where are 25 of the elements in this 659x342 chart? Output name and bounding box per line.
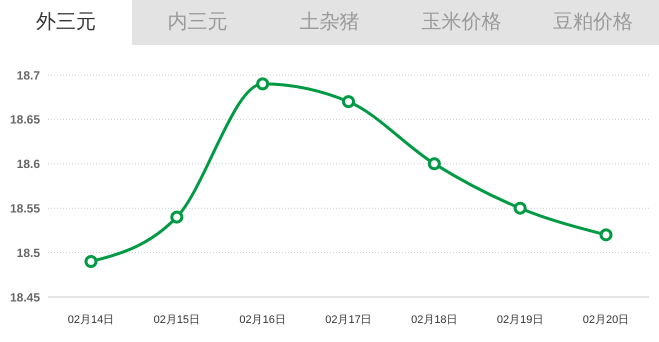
x-tick-label: 02月18日 <box>411 314 458 326</box>
x-tick-label: 02月20日 <box>582 314 630 326</box>
x-tick-label: 02月14日 <box>68 314 114 326</box>
point <box>256 77 270 90</box>
chart-title: 外三元 <box>0 0 132 45</box>
y-tick-label: 18.55 <box>10 201 40 216</box>
text: 豆粕价格 <box>527 0 659 45</box>
x-tick-label: 02月15日 <box>154 314 200 326</box>
y-tick-label: 18.6 <box>16 157 40 172</box>
text: 玉米价格 <box>395 0 528 45</box>
point <box>428 157 441 170</box>
text: 土杂猪 <box>264 0 396 45</box>
y-tick-label: 18.45 <box>10 290 40 304</box>
point <box>170 210 184 224</box>
y-tick-label: 18.5 <box>16 246 40 260</box>
point <box>342 95 355 108</box>
x-tick-label: 02月16日 <box>239 314 286 326</box>
x-tick-label: 02月19日 <box>496 314 544 326</box>
point <box>84 254 98 268</box>
x-tick-label: 02月17日 <box>325 314 372 326</box>
y-tick-label: 18.7 <box>16 68 40 82</box>
y-tick-label: 18.65 <box>10 112 40 127</box>
text: 内三元 <box>132 0 264 45</box>
point <box>600 228 612 242</box>
point <box>514 202 527 215</box>
